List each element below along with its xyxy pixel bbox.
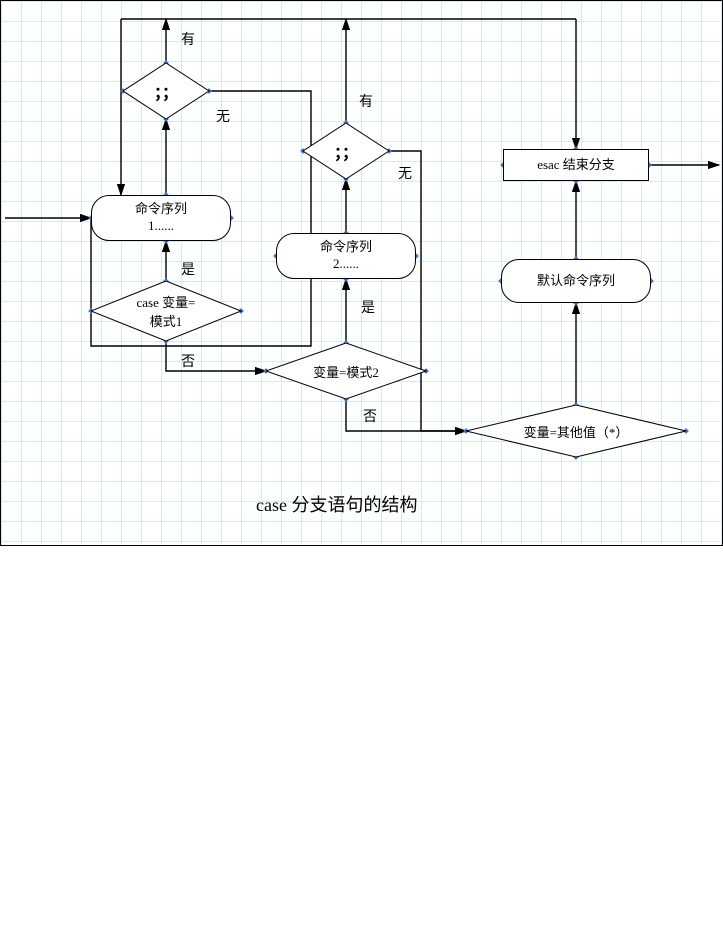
decision-case-2-label: 变量=模式2: [266, 343, 426, 399]
edge-label-wu1: 无: [216, 106, 230, 126]
flowchart-canvas: ；； 命令序列 1...... case 变量= 模式1 ；； 命令序列 2..…: [0, 0, 723, 546]
edge-label-fou2: 否: [363, 406, 377, 426]
edge-label-you2: 有: [359, 91, 373, 111]
decision-case-1: case 变量= 模式1: [91, 281, 241, 341]
process-cmdseq-2: 命令序列 2......: [276, 233, 416, 279]
diagram-title: case 分支语句的结构: [256, 491, 417, 517]
decision-case-1-label: case 变量= 模式1: [91, 281, 241, 341]
terminator-esac-label: esac 结束分支: [537, 157, 615, 174]
decision-case-other: 变量=其他值（*）: [466, 405, 686, 457]
decision-semicolon-1: ；；: [123, 63, 209, 119]
edge-label-fou1: 否: [181, 351, 195, 371]
edge-label-shi1: 是: [181, 259, 195, 279]
decision-case-2: 变量=模式2: [266, 343, 426, 399]
edge-label-shi2: 是: [361, 297, 375, 317]
edge-label-you1: 有: [181, 29, 195, 49]
process-default-seq: 默认命令序列: [501, 259, 651, 303]
decision-semicolon-1-label: ；；: [123, 63, 209, 119]
decision-semicolon-2: ；；: [303, 123, 389, 179]
edge-label-wu2: 无: [398, 163, 412, 183]
process-cmdseq-2-label: 命令序列 2......: [320, 239, 372, 273]
decision-case-other-label: 变量=其他值（*）: [466, 405, 686, 457]
decision-semicolon-2-label: ；；: [303, 123, 389, 179]
process-default-seq-label: 默认命令序列: [537, 273, 615, 290]
terminator-esac: esac 结束分支: [503, 149, 649, 181]
process-cmdseq-1: 命令序列 1......: [91, 195, 231, 241]
process-cmdseq-1-label: 命令序列 1......: [135, 201, 187, 235]
